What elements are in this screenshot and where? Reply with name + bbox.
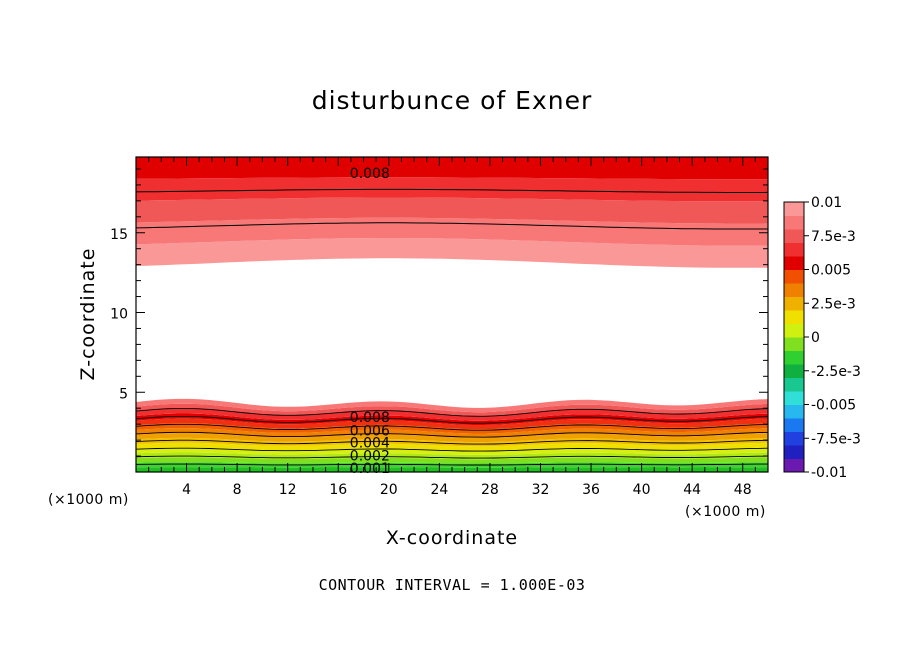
- upper-band-4: [136, 157, 768, 180]
- lower-band-4: [136, 447, 768, 455]
- lower-band-14: [136, 398, 768, 413]
- contour-label: 0.008: [350, 166, 390, 182]
- chart-title: disturbunce of Exner: [311, 86, 593, 115]
- x-tick-label: 36: [582, 482, 600, 498]
- colorbar-swatch: [784, 269, 804, 284]
- x-tick-label: 4: [182, 482, 191, 498]
- colorbar-swatch: [784, 202, 804, 216]
- y-tick-label: 15: [110, 227, 128, 243]
- colorbar-label: 0: [811, 330, 820, 346]
- colorbar-swatch: [784, 418, 804, 432]
- colorbar-label: 2.5e-3: [811, 296, 856, 312]
- x-axis-unit-label: (×1000 m): [685, 504, 766, 520]
- colorbar-swatch: [784, 391, 804, 405]
- upper-contour-line-0: [135, 222, 768, 230]
- x-tick-label: 16: [329, 482, 347, 498]
- contour-label: 0.001: [350, 461, 390, 477]
- x-tick-label: 28: [481, 482, 499, 498]
- colorbar-swatch: [784, 229, 804, 243]
- colorbar-label: -2.5e-3: [811, 364, 861, 380]
- upper-band-1: [136, 217, 768, 246]
- y-tick-label: 5: [119, 386, 128, 402]
- colorbar-label: 7.5e-3: [811, 229, 856, 245]
- colorbar-label: 0.005: [811, 263, 851, 279]
- lower-contour-line-2: [135, 455, 769, 459]
- lower-contour-line-1: [135, 463, 768, 466]
- lower-band-2: [136, 457, 768, 464]
- colorbar-swatch: [784, 296, 804, 311]
- colorbar-swatch: [784, 283, 804, 297]
- colorbar-swatch: [784, 323, 804, 338]
- contour-label: 0.004: [350, 435, 390, 451]
- lower-contour-line-4: [135, 439, 769, 445]
- colorbar-swatch: [784, 337, 804, 351]
- y-tick-label: 10: [110, 307, 128, 323]
- y-axis-label: Z-coordinate: [77, 247, 99, 381]
- lower-contour-line-7: [135, 415, 769, 424]
- colorbar-swatch: [784, 404, 804, 419]
- lower-contour-line-3: [135, 447, 769, 452]
- x-tick-label: 24: [430, 482, 448, 498]
- contour-label: 0.008: [350, 410, 390, 426]
- colorbar-swatch: [784, 377, 804, 392]
- x-tick-label: 48: [734, 482, 752, 498]
- x-tick-label: 40: [633, 482, 651, 498]
- colorbar-swatch: [784, 215, 804, 230]
- lower-band-5: [136, 442, 768, 451]
- x-tick-label: 44: [683, 482, 701, 498]
- lower-band-7: [136, 433, 768, 443]
- colorbar-label: -7.5e-3: [811, 431, 861, 447]
- colorbar-swatch: [784, 458, 804, 473]
- colorbar-swatch: [784, 242, 804, 257]
- colorbar-label: 0.01: [811, 195, 842, 211]
- colorbar-swatch: [784, 310, 804, 324]
- lower-band-13: [136, 403, 768, 417]
- colorbar-swatch: [784, 431, 804, 446]
- lower-band-8: [136, 428, 768, 438]
- y-axis-unit-label: (×1000 m): [48, 492, 129, 508]
- colorbar-swatch: [784, 350, 804, 365]
- lower-contour-line-5: [135, 431, 769, 438]
- upper-band-2: [136, 197, 768, 224]
- contour-label: 0.002: [350, 448, 390, 464]
- lower-contour-line-6: [135, 423, 769, 431]
- contour-label: 0.006: [350, 424, 390, 440]
- colorbar-swatch: [784, 256, 804, 270]
- contour-interval-note: CONTOUR INTERVAL = 1.000E-03: [318, 576, 586, 594]
- upper-contour-line-1: [135, 188, 769, 193]
- lower-band-6: [136, 437, 768, 447]
- x-tick-label: 20: [380, 482, 398, 498]
- x-tick-label: 12: [279, 482, 297, 498]
- lower-band-12: [136, 408, 768, 421]
- colorbar-swatch: [784, 445, 804, 459]
- lower-contour-line-8: [135, 407, 769, 417]
- upper-band-0: [136, 238, 768, 268]
- x-tick-label: 32: [532, 482, 550, 498]
- lower-band-10: [136, 418, 768, 430]
- x-tick-label: 8: [233, 482, 242, 498]
- colorbar-label: -0.005: [811, 398, 856, 414]
- x-axis-label: X-coordinate: [385, 527, 519, 549]
- colorbar-label: -0.01: [811, 465, 847, 481]
- colorbar-swatch: [784, 364, 804, 378]
